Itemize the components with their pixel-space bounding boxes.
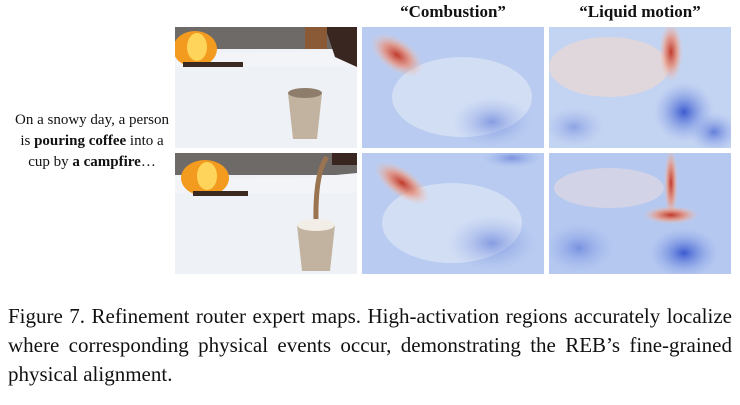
- column-title-liquid-motion: “Liquid motion”: [579, 2, 701, 21]
- photo-frame-2: [175, 153, 357, 274]
- heatmap-combustion-1: [362, 27, 544, 148]
- heatmap-liquid-motion-1: [549, 27, 731, 148]
- photo-frame-1: [175, 27, 357, 148]
- heatmap-liquid-motion-2: [549, 153, 731, 274]
- column-title-combustion: “Combustion”: [400, 2, 506, 21]
- prompt-text: On a snowy day, a person is pouring coff…: [15, 112, 169, 170]
- heatmap-combustion-2: [362, 153, 544, 274]
- figure-caption: Figure 7. Refinement router expert maps.…: [8, 304, 732, 386]
